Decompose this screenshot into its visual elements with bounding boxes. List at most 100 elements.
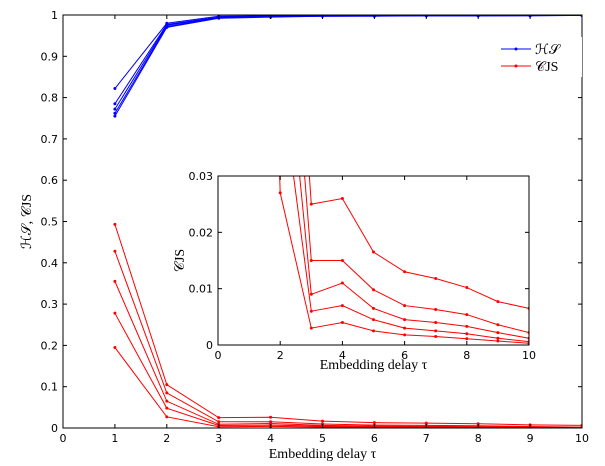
y-tick-label: 0.01 [189,283,214,296]
legend-label: 𝒞JS [535,60,558,75]
series-line [299,176,529,339]
point [340,259,344,262]
x-tick-label: 4 [339,349,346,362]
x-tick-label: 0 [215,349,222,362]
y-tick-label: 0.8 [41,92,59,105]
point [269,415,273,419]
point [434,308,438,312]
series-line [114,224,582,426]
x-tick-label: 6 [371,432,378,445]
point [465,337,469,341]
point [372,329,375,333]
y-axis-label: 𝒞JS [173,249,188,272]
point [113,279,117,283]
legend-label: ℋ𝒮 [535,43,562,58]
y-tick-label: 0.7 [41,133,59,146]
point [113,311,117,315]
x-tick-label: 10 [575,432,589,445]
point [340,281,344,285]
point [165,399,169,403]
point [496,331,500,335]
x-tick-label: 8 [463,349,470,362]
point [403,304,407,308]
series-line [308,176,529,309]
point [434,335,438,339]
point [434,320,438,324]
x-tick-label: 8 [475,432,482,445]
point [372,306,375,310]
point [278,191,282,195]
y-tick-label: 0.3 [41,298,59,311]
x-tick-label: 5 [319,432,326,445]
point [309,309,313,313]
x-axis-label: Embedding delay τ [320,358,428,373]
point [403,333,407,337]
y-tick-label: 1 [51,9,58,22]
x-tick-label: 2 [163,432,170,445]
point [372,421,376,425]
point [434,329,438,333]
point [403,326,407,330]
point [496,323,500,327]
legend-marker [514,47,518,51]
x-tick-label: 7 [423,432,430,445]
x-tick-label: 6 [401,349,408,362]
plot-lines [278,176,529,345]
x-tick-label: 1 [111,432,118,445]
point [403,318,407,322]
point [465,332,469,336]
y-tick-label: 0.9 [41,50,59,63]
point [340,320,344,324]
y-tick-label: 0.1 [41,381,59,394]
series-line [114,251,582,428]
series-line [114,15,582,117]
point [496,336,500,340]
point [165,415,169,419]
point [113,249,117,253]
point [113,87,117,91]
point [321,419,324,423]
point [434,277,438,281]
y-tick-label: 0.6 [41,174,59,187]
point [113,345,117,349]
y-tick-label: 0.4 [41,257,59,270]
y-tick-label: 0.03 [189,170,214,183]
series-line [279,176,529,344]
y-tick-label: 0 [51,422,58,435]
plot-area [218,176,529,345]
point [496,300,500,304]
point [309,259,313,262]
series-line [293,176,529,343]
point [309,202,313,206]
point [340,197,344,201]
point [340,304,344,308]
y-tick-label: 0.5 [41,216,59,229]
x-tick-label: 10 [522,349,536,362]
x-tick-label: 9 [527,432,534,445]
y-axis-label: ℋ𝒮, 𝒞JS [20,194,35,249]
point [465,313,469,317]
point [465,286,469,290]
point [113,222,117,226]
point [165,383,169,387]
point [165,406,169,410]
point [113,114,117,118]
series-line [304,176,529,334]
legend-marker [514,64,518,68]
x-tick-label: 0 [60,432,67,445]
point [309,292,313,296]
axes-box [217,175,530,346]
x-axis-label: Embedding delay τ [269,447,377,462]
point [217,420,221,424]
x-tick-label: 4 [267,432,274,445]
point [403,270,407,274]
point [165,25,169,29]
point [496,339,500,343]
y-tick-label: 0 [206,339,213,352]
legend [497,37,582,77]
point [372,288,375,292]
point [465,324,469,328]
point [113,102,117,106]
point [165,391,169,395]
